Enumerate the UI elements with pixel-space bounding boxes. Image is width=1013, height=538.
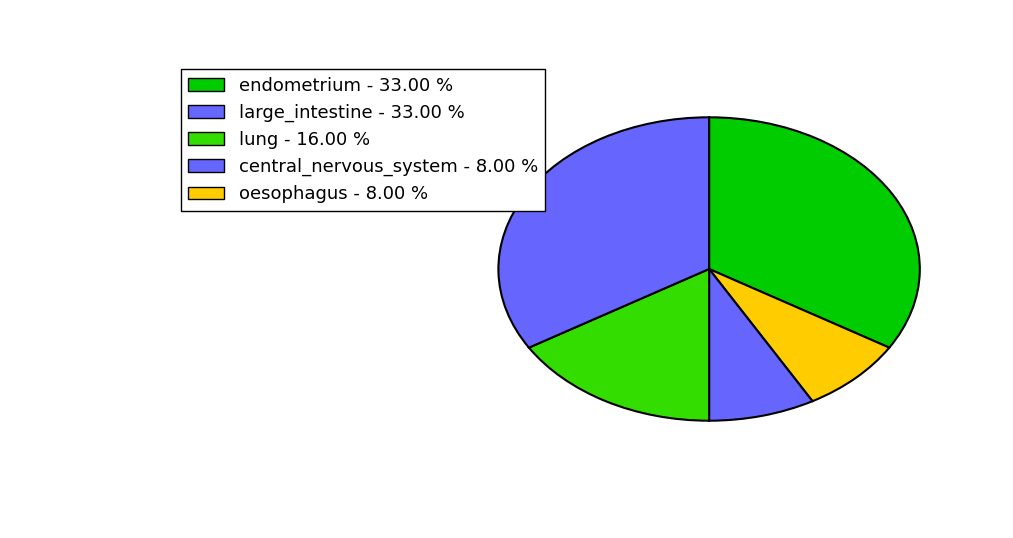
Wedge shape (709, 269, 889, 401)
Wedge shape (709, 269, 812, 421)
Wedge shape (498, 117, 709, 348)
Wedge shape (529, 269, 709, 421)
Legend: endometrium - 33.00 %, large_intestine - 33.00 %, lung - 16.00 %, central_nervou: endometrium - 33.00 %, large_intestine -… (181, 69, 545, 210)
Wedge shape (709, 117, 920, 348)
